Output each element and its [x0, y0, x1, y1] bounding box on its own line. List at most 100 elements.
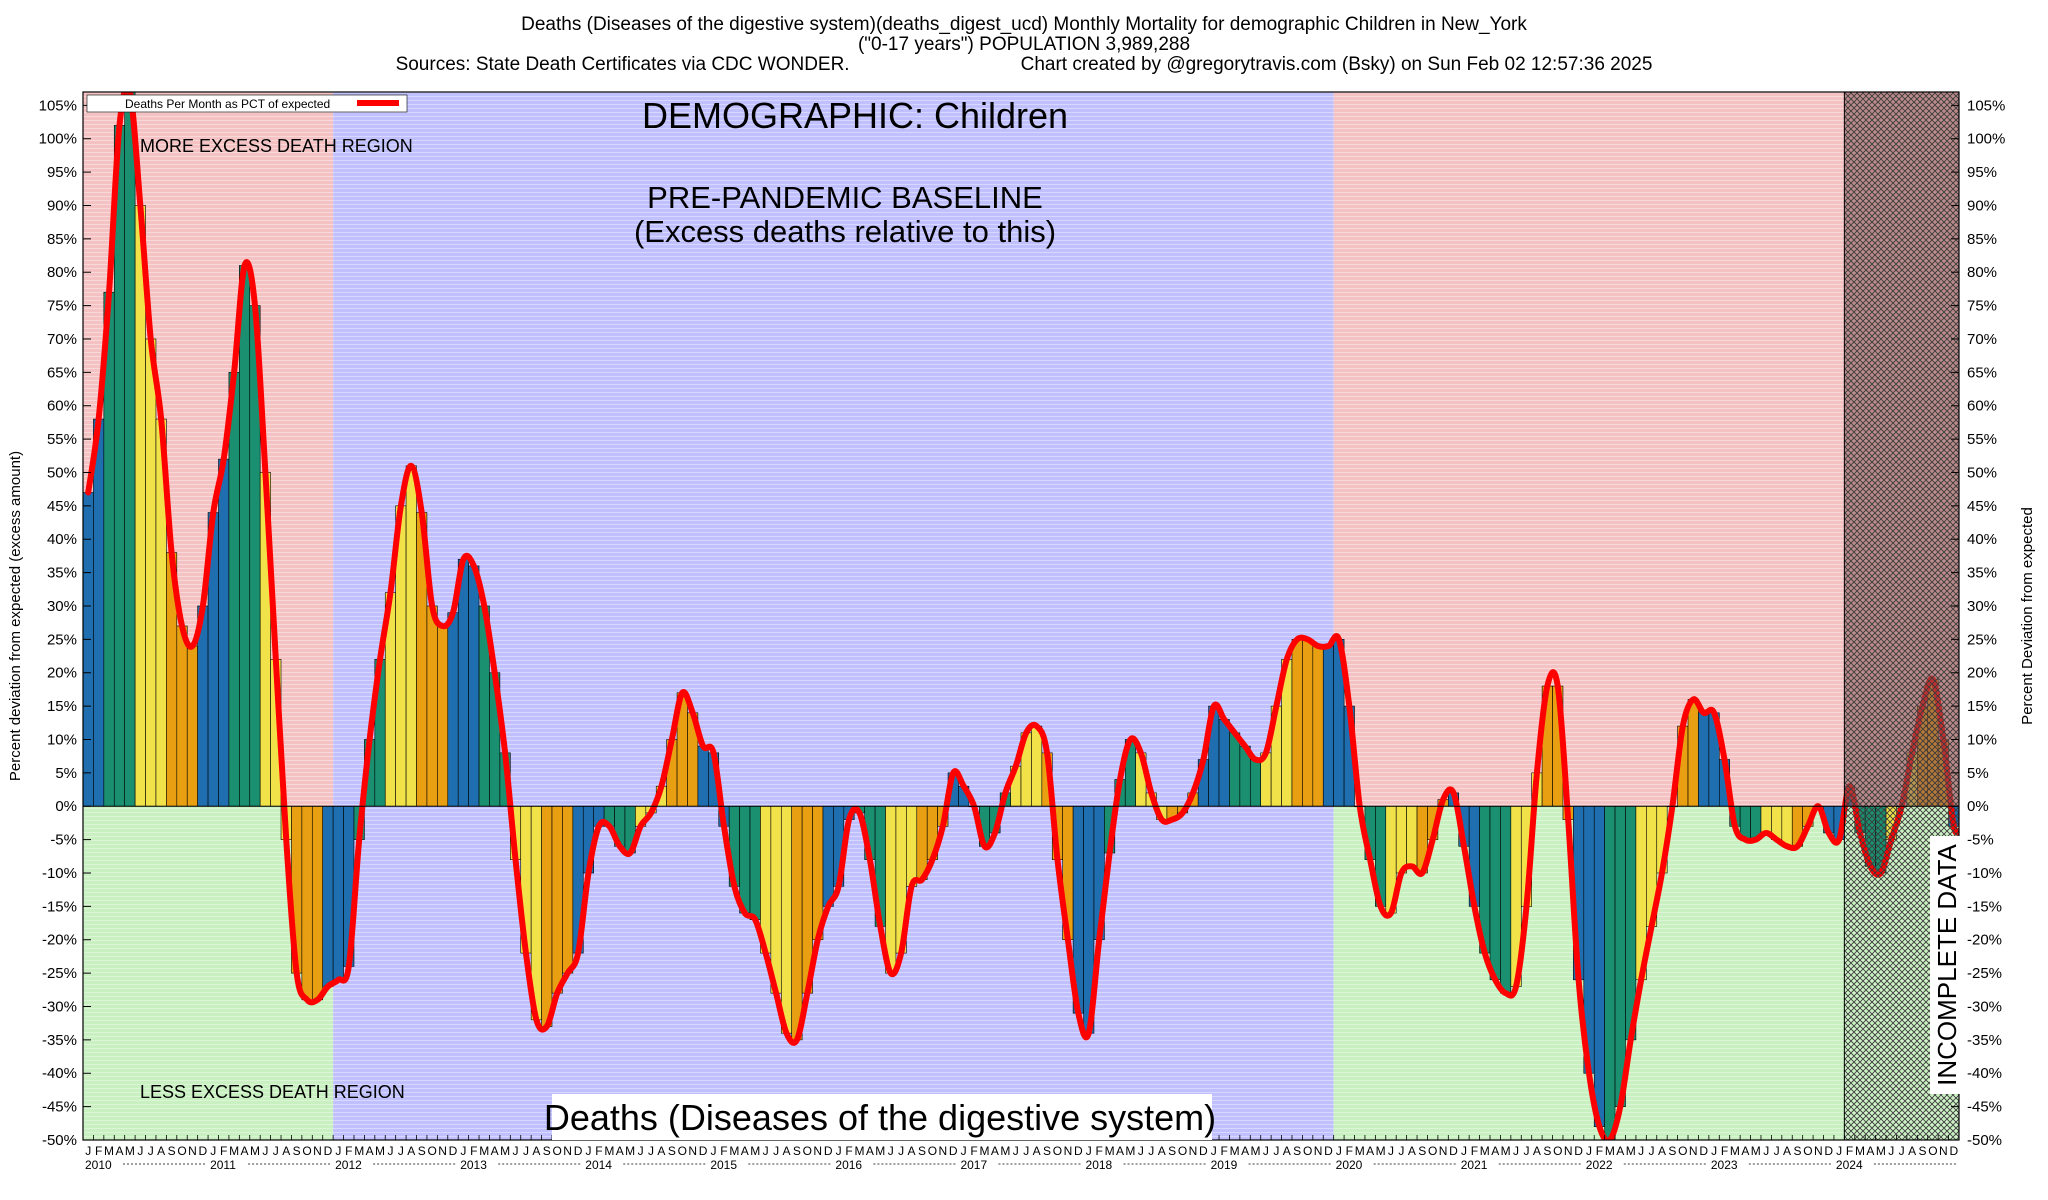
x-month-label: J	[773, 1144, 779, 1158]
x-month-label: A	[282, 1144, 290, 1158]
x-month-label: A	[1033, 1144, 1041, 1158]
y-tick-label-right: 90%	[1967, 197, 1997, 214]
x-month-label: J	[387, 1144, 393, 1158]
data-bar	[1698, 712, 1710, 807]
x-month-label: J	[1336, 1144, 1342, 1158]
x-month-label: M	[1376, 1144, 1386, 1158]
x-month-label: F	[595, 1144, 602, 1158]
data-bar	[1229, 732, 1241, 807]
y-tick-label-right: 95%	[1967, 164, 1997, 181]
x-month-label: D	[199, 1144, 208, 1158]
x-month-label: J	[523, 1144, 529, 1158]
y-tick-label-right: -20%	[1967, 932, 2002, 949]
data-bar	[186, 645, 198, 807]
x-month-label: A	[407, 1144, 415, 1158]
data-bar	[311, 805, 324, 1001]
x-month-label: J	[763, 1144, 769, 1158]
x-month-label: J	[148, 1144, 154, 1158]
x-month-label: M	[479, 1144, 489, 1158]
x-year-label: 2014	[585, 1158, 612, 1172]
x-month-label: J	[836, 1144, 842, 1158]
y-tick-label-right: -10%	[1967, 865, 2002, 882]
data-bar	[1604, 805, 1616, 1140]
x-month-label: J	[1836, 1144, 1842, 1158]
x-month-label: F	[1846, 1144, 1853, 1158]
data-bar	[405, 465, 417, 807]
x-month-label: M	[854, 1144, 864, 1158]
x-month-label: N	[1189, 1144, 1198, 1158]
x-month-label: O	[427, 1144, 436, 1158]
x-month-label: J	[648, 1144, 654, 1158]
y-tick-label-right: 25%	[1967, 631, 1997, 648]
legend: Deaths Per Month as PCT of expected	[86, 94, 408, 113]
x-year-label: 2017	[960, 1158, 987, 1172]
x-month-label: M	[625, 1144, 635, 1158]
x-month-label: J	[1774, 1144, 1780, 1158]
y-tick-label-left: 0%	[55, 798, 77, 815]
y-tick-label-right: 80%	[1967, 264, 1997, 281]
y-tick-label-left: 60%	[47, 398, 77, 415]
data-bar	[1249, 759, 1262, 807]
y-tick-label-right: -35%	[1967, 1032, 2002, 1049]
data-bar	[176, 625, 188, 807]
x-month-label: M	[1355, 1144, 1365, 1158]
x-month-label: A	[1283, 1144, 1291, 1158]
incomplete-data-label: INCOMPLETE DATA	[1932, 843, 1962, 1085]
y-tick-label-right: -50%	[1967, 1132, 2002, 1149]
baseline-sublabel: (Excess deaths relative to this)	[634, 214, 1056, 249]
x-month-label: M	[500, 1144, 510, 1158]
x-month-label: S	[543, 1144, 551, 1158]
x-month-label: D	[449, 1144, 458, 1158]
data-bar	[322, 805, 334, 987]
data-bar	[124, 92, 136, 807]
x-month-label: N	[1314, 1144, 1323, 1158]
x-year-label: 2018	[1086, 1158, 1113, 1172]
x-month-label: A	[1908, 1144, 1916, 1158]
x-month-label: A	[908, 1144, 916, 1158]
chart-header-line-2: ("0-17 years") POPULATION 3,989,288	[857, 34, 1191, 55]
data-bar	[1781, 805, 1793, 847]
data-bar	[822, 805, 834, 907]
x-month-label: N	[1689, 1144, 1698, 1158]
y-tick-label-right: 30%	[1967, 598, 1997, 615]
x-month-label: S	[1043, 1144, 1051, 1158]
x-month-label: J	[1013, 1144, 1019, 1158]
x-month-label: J	[460, 1144, 466, 1158]
x-month-label: F	[1596, 1144, 1603, 1158]
y-tick-label-right: 45%	[1967, 498, 1997, 515]
x-month-label: O	[1178, 1144, 1187, 1158]
baseline-label: PRE-PANDEMIC BASELINE	[647, 180, 1043, 215]
x-month-label: O	[553, 1144, 562, 1158]
x-month-label: O	[1553, 1144, 1562, 1158]
x-month-label: D	[949, 1144, 958, 1158]
x-month-label: O	[1803, 1144, 1812, 1158]
x-month-label: A	[1866, 1144, 1874, 1158]
x-month-label: S	[1919, 1144, 1927, 1158]
legend-label: Deaths Per Month as PCT of expected	[125, 97, 330, 111]
x-month-label: M	[1251, 1144, 1261, 1158]
incomplete-label-box	[1930, 836, 1964, 1094]
x-month-label: M	[980, 1144, 990, 1158]
chart-credit-text: Chart created by @gregorytravis.com (Bsk…	[1020, 54, 1653, 75]
x-month-label: N	[1564, 1144, 1573, 1158]
data-bar	[301, 805, 313, 1001]
data-bar	[447, 612, 459, 807]
x-month-label: A	[115, 1144, 123, 1158]
y-tick-label-right: -5%	[1967, 832, 1994, 849]
x-month-label: O	[1303, 1144, 1312, 1158]
y-tick-label-left: 35%	[47, 565, 77, 582]
y-tick-label-left: 65%	[47, 364, 77, 381]
x-year-label: 2012	[335, 1158, 362, 1172]
y-tick-label-right: 105%	[1967, 97, 2005, 114]
data-bar	[1687, 699, 1699, 807]
x-month-label: M	[1855, 1144, 1865, 1158]
x-month-label: A	[1658, 1144, 1666, 1158]
data-bar	[332, 805, 344, 981]
x-month-label: F	[720, 1144, 727, 1158]
x-month-label: J	[1888, 1144, 1894, 1158]
x-month-label: A	[1408, 1144, 1416, 1158]
x-month-label: N	[813, 1144, 822, 1158]
x-month-label: M	[1501, 1144, 1511, 1158]
x-month-label: F	[1221, 1144, 1228, 1158]
x-month-label: J	[1763, 1144, 1769, 1158]
